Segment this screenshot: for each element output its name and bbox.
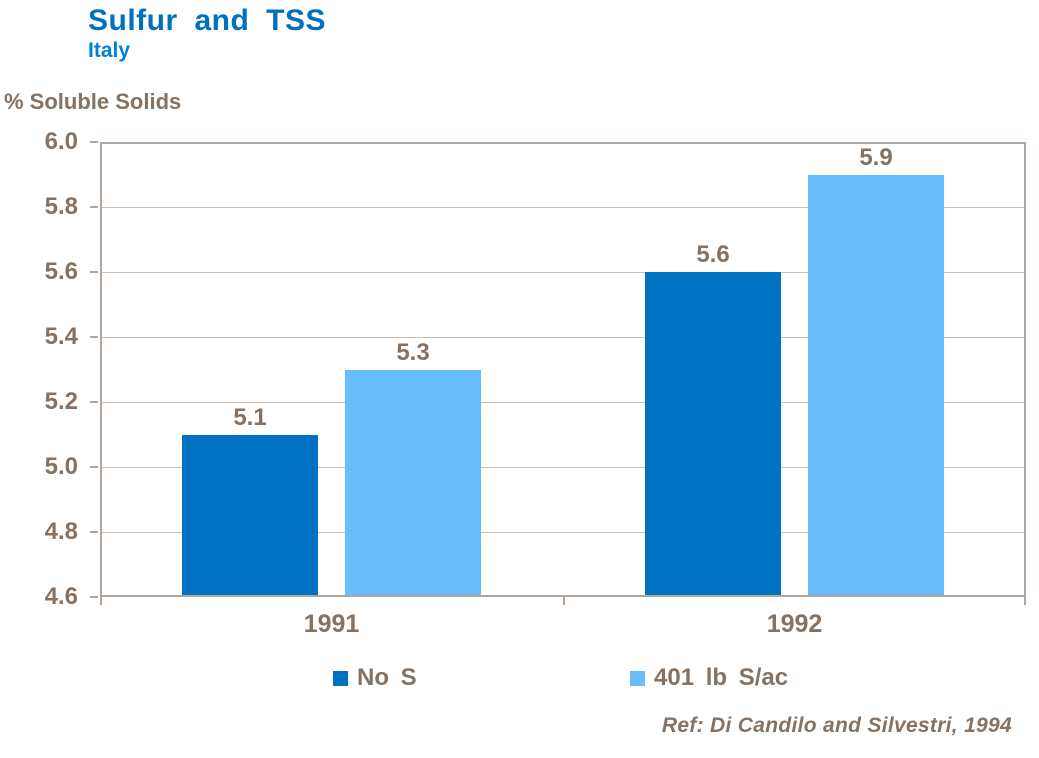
y-tick-label: 5.6 <box>44 258 78 285</box>
y-tick-mark <box>90 336 98 338</box>
gridline <box>100 401 1026 403</box>
y-tick-mark <box>90 141 98 143</box>
bar-value-label: 5.1 <box>233 403 267 431</box>
y-tick-label: 5.4 <box>44 323 78 350</box>
bar <box>808 174 944 597</box>
y-tick-mark <box>90 401 98 403</box>
legend-label: No S <box>357 664 417 691</box>
x-tick-mark <box>1024 597 1026 605</box>
bars-layer <box>100 142 1026 597</box>
gridline <box>100 271 1026 273</box>
x-tick-mark <box>100 597 102 605</box>
bar <box>645 272 781 597</box>
y-tick-mark <box>90 531 98 533</box>
legend-label: 401 lb S/ac <box>654 664 789 691</box>
x-tick-mark <box>563 597 565 605</box>
legend-item: No S <box>333 663 417 693</box>
legend-swatch <box>630 670 645 686</box>
bar-value-label: 5.6 <box>696 241 730 268</box>
y-tick-label: 6.0 <box>44 128 78 155</box>
plot-area: 5.1 5.3 5.6 5.9 4.6 4.8 5.0 5.2 5.4 5.6 5.8 6.0 199… <box>45 128 1026 638</box>
legend: No S 401 lb S/ac <box>100 663 1026 693</box>
reference-note: Ref: Di Candilo and Silvestri, 1994 <box>661 714 1012 737</box>
legend-swatch <box>333 670 348 686</box>
gridline <box>100 531 1026 533</box>
y-tick-label: 5.8 <box>44 193 78 220</box>
bar <box>345 369 481 597</box>
bar-value-label: 5.9 <box>859 143 893 171</box>
y-tick-label: 5.2 <box>44 388 78 415</box>
gridlines-layer <box>100 142 1026 597</box>
page-subtitle: Italy <box>88 39 131 62</box>
x-category-label: 1992 <box>766 610 823 638</box>
x-category-label: 1991 <box>303 610 360 638</box>
bar <box>182 434 318 597</box>
legend-item: 401 lb S/ac <box>630 663 788 693</box>
labels-layer: 5.1 5.3 5.6 5.9 <box>100 142 1026 597</box>
y-tick-label: 4.8 <box>44 518 78 545</box>
bar-value-label: 5.3 <box>396 338 430 366</box>
y-tick-mark <box>90 271 98 273</box>
y-tick-label: 5.0 <box>44 453 78 480</box>
gridline <box>100 336 1026 338</box>
y-tick-mark <box>90 596 98 598</box>
y-tick-mark <box>90 206 98 208</box>
gridline <box>100 466 1026 468</box>
page-title: Sulfur and TSS <box>88 4 327 37</box>
y-tick-label: 4.6 <box>44 583 78 610</box>
y-tick-mark <box>90 466 98 468</box>
y-axis-title: % Soluble Solids <box>4 89 182 114</box>
gridline <box>100 206 1026 208</box>
